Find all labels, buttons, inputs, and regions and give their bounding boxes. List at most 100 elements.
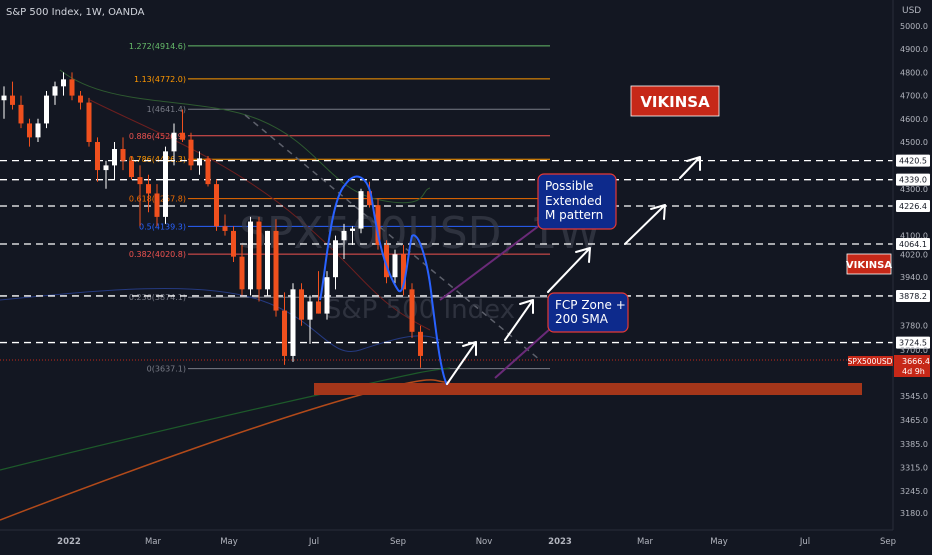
projection-arrows: [446, 156, 701, 385]
time-tick-label: Nov: [476, 537, 493, 547]
candle-down: [120, 149, 126, 161]
arrow-icon: [624, 204, 666, 245]
price-tick-label: 4700.0: [900, 92, 928, 101]
candle-down: [188, 139, 194, 166]
level-price-box: [896, 289, 930, 302]
time-tick-label: 2022: [57, 537, 81, 547]
candle-down: [27, 123, 32, 138]
price-tick-label: 3545.0: [900, 392, 928, 401]
candle-up: [197, 158, 202, 166]
current-price-tag: SPX500USD 3666.4 4d 9h: [848, 355, 930, 377]
price-tick-label: 3465.0: [900, 416, 928, 425]
candle-up: [44, 95, 49, 124]
price-tag-countdown: 4d 9h: [902, 367, 925, 376]
candle-down: [239, 256, 245, 290]
price-tag-box: [894, 355, 930, 377]
note-m-pattern[interactable]: Possible Extended M pattern: [537, 173, 617, 230]
brand-tag-side-box: [846, 253, 892, 275]
time-axis[interactable]: 2022 Mar May Jul Sep Nov 2023 Mar May Jul Sep: [57, 537, 896, 547]
m-pattern-curve: [319, 175, 448, 386]
candle-down: [18, 104, 24, 124]
time-tick-label: Mar: [145, 537, 162, 547]
price-tick-label: 4500.0: [900, 138, 928, 147]
candle-down: [401, 254, 406, 290]
candle-down: [10, 95, 15, 105]
price-axis[interactable]: 5000.0 4900.0 4800.0 4700.0 4600.0 4500.0 4420…: [896, 22, 930, 518]
candle-down: [299, 289, 304, 320]
price-tick-label: 3385.0: [900, 440, 928, 449]
candle-down: [384, 244, 389, 278]
candle-up: [35, 123, 41, 138]
level-price-label: 4420.5: [899, 157, 927, 166]
fcp-zone-box[interactable]: [314, 383, 862, 395]
ema-red: [89, 99, 431, 331]
candle-up: [52, 86, 58, 96]
price-tag-value: 3666.4: [902, 357, 930, 366]
price-tick-label: 3315.0: [900, 464, 928, 473]
candle-down: [316, 301, 321, 314]
fib-level-label: 0.236(3874.1): [129, 293, 186, 302]
fib-level-label: 1.13(4772.0): [134, 75, 186, 84]
level-price-label: 4339.0: [899, 176, 927, 185]
price-tick-label: 3180.0: [900, 509, 928, 518]
sma-green-lower: [0, 367, 451, 471]
candle-up: [333, 240, 338, 278]
candle-up: [103, 165, 109, 171]
arrow-icon: [547, 247, 591, 293]
candle-up: [350, 228, 355, 231]
brand-tag-main-box: [630, 85, 720, 117]
candle-down: [180, 132, 185, 140]
brand-tag-side-text: VIKINSA: [846, 260, 893, 271]
candle-down: [367, 191, 372, 206]
note-fcp-zone[interactable]: FCP Zone + 200 SMA: [547, 292, 629, 333]
level-price-label: 3878.2: [899, 292, 927, 301]
candle-down: [231, 230, 236, 257]
price-tick-label: 4800.0: [900, 68, 928, 77]
candles: [1, 72, 423, 368]
level-price-box: [896, 154, 930, 167]
time-tick-label: Jul: [799, 537, 810, 547]
candle-down: [418, 331, 423, 356]
candle-down: [409, 289, 415, 332]
time-tick-label: Sep: [880, 537, 896, 547]
price-tick-label: 4600.0: [900, 115, 928, 124]
note-m-pattern-box: [537, 173, 617, 230]
ema-green-upper: [59, 69, 431, 204]
level-price-label: 3724.5: [899, 339, 927, 348]
level-price-label: 4226.4: [899, 202, 927, 211]
time-tick-label: Jul: [308, 537, 319, 547]
note-m-pattern-line3: M pattern: [545, 208, 603, 222]
candle-up: [171, 132, 177, 152]
chart-title: S&P 500 Index, 1W, OANDA: [6, 7, 145, 18]
time-tick-label: May: [710, 537, 728, 547]
candle-down: [214, 184, 219, 227]
level-price-box: [896, 200, 930, 213]
candle-down: [282, 310, 287, 356]
note-fcp-line2: 200 SMA: [555, 312, 609, 326]
note-fcp-line1: FCP Zone +: [555, 298, 626, 312]
price-tick-label: 3780.0: [900, 322, 928, 331]
candle-up: [341, 230, 347, 241]
fib-level-label: 0.5(4139.3): [139, 222, 186, 231]
fib-level-label: 0.382(4020.8): [129, 250, 186, 259]
sma-200-orange: [0, 379, 451, 521]
candle-up: [358, 191, 364, 229]
price-tick-label: 4300.0: [900, 185, 928, 194]
note-m-pattern-line1: Possible: [545, 179, 593, 193]
price-tick-label: 5000.0: [900, 22, 928, 31]
candle-up: [324, 277, 330, 314]
candle-up: [290, 289, 296, 356]
candle-up: [392, 254, 398, 278]
price-tick-label: 3940.0: [900, 273, 928, 282]
fib-level-label: 0(3637.1): [147, 365, 186, 374]
time-tick-label: 2023: [548, 537, 572, 547]
candle-down: [146, 184, 151, 194]
note-fcp-box: [547, 292, 629, 333]
level-price-label: 4064.1: [899, 240, 927, 249]
brand-tag-main-text: VIKINSA: [640, 93, 710, 111]
currency-label: USD: [902, 6, 921, 16]
price-tick-label: 4020.0: [900, 250, 928, 259]
price-tick-label: 3245.0: [900, 487, 928, 496]
